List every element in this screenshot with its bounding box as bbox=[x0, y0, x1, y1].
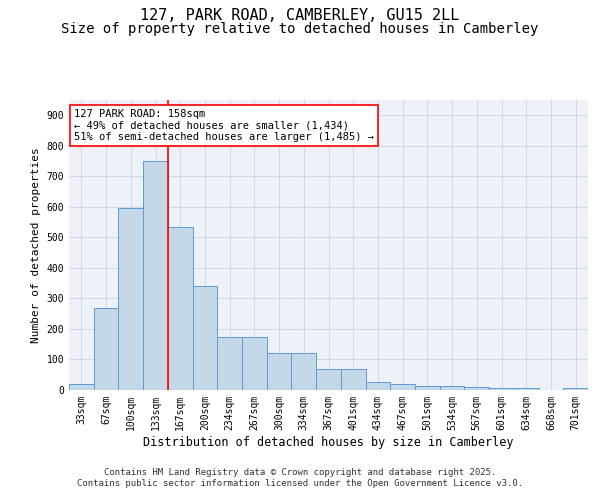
Bar bbox=[69, 384, 94, 390]
Bar bbox=[217, 336, 242, 390]
Bar bbox=[514, 388, 539, 390]
Y-axis label: Number of detached properties: Number of detached properties bbox=[31, 147, 41, 343]
Bar bbox=[390, 384, 415, 390]
Bar bbox=[440, 386, 464, 390]
Bar bbox=[415, 386, 440, 390]
Text: 127, PARK ROAD, CAMBERLEY, GU15 2LL: 127, PARK ROAD, CAMBERLEY, GU15 2LL bbox=[140, 8, 460, 22]
Bar bbox=[563, 388, 588, 390]
Bar bbox=[267, 354, 292, 390]
Bar bbox=[365, 382, 390, 390]
Bar bbox=[292, 354, 316, 390]
Bar bbox=[341, 369, 365, 390]
Bar bbox=[489, 388, 514, 390]
Bar bbox=[94, 308, 118, 390]
Bar bbox=[242, 336, 267, 390]
X-axis label: Distribution of detached houses by size in Camberley: Distribution of detached houses by size … bbox=[143, 436, 514, 448]
Text: Contains HM Land Registry data © Crown copyright and database right 2025.
Contai: Contains HM Land Registry data © Crown c… bbox=[77, 468, 523, 487]
Bar bbox=[118, 208, 143, 390]
Bar bbox=[316, 369, 341, 390]
Text: 127 PARK ROAD: 158sqm
← 49% of detached houses are smaller (1,434)
51% of semi-d: 127 PARK ROAD: 158sqm ← 49% of detached … bbox=[74, 108, 374, 142]
Text: Size of property relative to detached houses in Camberley: Size of property relative to detached ho… bbox=[61, 22, 539, 36]
Bar bbox=[464, 387, 489, 390]
Bar bbox=[143, 161, 168, 390]
Bar bbox=[193, 286, 217, 390]
Bar bbox=[168, 226, 193, 390]
